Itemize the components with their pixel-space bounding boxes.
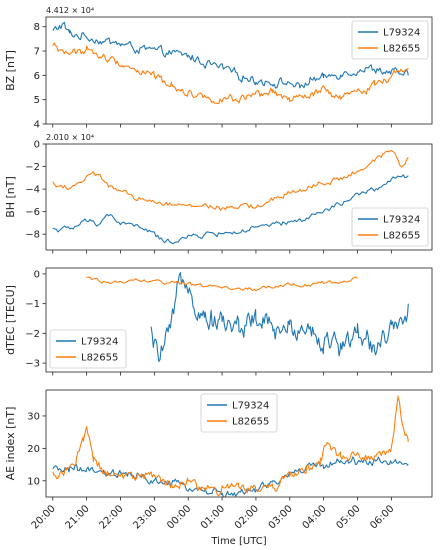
legend: L79324 L82655: [351, 207, 429, 247]
y-axis-label: BZ [nT]: [4, 50, 17, 91]
x-tick-label: 02:00: [233, 503, 261, 531]
y-tick-label: 10: [27, 476, 40, 487]
plot-frame: [45, 389, 433, 498]
legend-label-l79324: L79324: [383, 215, 420, 226]
y-tick-label: −4: [25, 185, 40, 196]
legend-label-l82655: L82655: [232, 417, 269, 428]
panel-3: −3 −2 −1 0 dTEC [TECU] L79324 L82655: [4, 267, 433, 376]
legend-box: [49, 329, 127, 369]
y-tick-label: 7: [34, 47, 40, 58]
legend-box: [200, 393, 278, 433]
axis-offset-label: 4.412 × 10⁴: [46, 6, 94, 15]
legend: L79324 L82655: [49, 329, 127, 369]
y-tick-label: −1: [25, 299, 40, 310]
x-tick-label: 01:00: [199, 503, 227, 531]
x-tick-label: 03:00: [267, 503, 295, 531]
x-tick-label: 20:00: [30, 503, 58, 531]
y-tick-label: 4: [34, 120, 40, 131]
panel-4: 10 20 30 AE index [nT] L79324 L82655 20:00 21:0…: [4, 389, 433, 547]
series-line-l79324: [52, 456, 409, 497]
series-line-l82655: [52, 42, 409, 105]
series-line-l82655: [52, 395, 409, 497]
plot-frame: [45, 143, 433, 251]
legend-label-l79324: L79324: [383, 28, 420, 39]
plot-frame: [45, 16, 433, 125]
legend-label-l82655: L82655: [383, 231, 420, 242]
legend: L79324 L82655: [351, 20, 429, 60]
series-line-l79324: [52, 21, 409, 89]
series-line-l82655: [52, 149, 409, 211]
y-tick-label: −3: [25, 359, 40, 370]
x-tick-label: 21:00: [64, 503, 92, 531]
y-tick-label: −2: [25, 329, 40, 340]
x-tick-label: 22:00: [97, 503, 125, 531]
y-tick-label: 20: [27, 444, 40, 455]
series-line-l79324: [150, 272, 409, 363]
x-tick-label: 04:00: [301, 503, 329, 531]
legend-label-l82655: L82655: [383, 44, 420, 55]
y-tick-label: 0: [34, 269, 40, 280]
y-tick-label: 6: [34, 71, 40, 82]
panel-1: 4 5 6 7 8 BZ [nT] 4.412 × 10⁴ L79324 L82655: [4, 6, 433, 131]
y-axis-label: dTEC [TECU]: [4, 285, 17, 355]
y-axis-label: BH [nT]: [4, 176, 17, 218]
y-tick-label: −8: [25, 230, 40, 241]
y-tick-label: 0: [34, 140, 40, 151]
legend-box: [351, 207, 429, 247]
panel-2: −8 −6 −4 −2 0 BH [nT] 2.010 × 10⁴ L79324 L82655: [4, 133, 433, 254]
y-tick-label: −2: [25, 162, 40, 173]
y-tick-label: 5: [34, 95, 40, 106]
x-axis-label: Time [UTC]: [210, 536, 266, 547]
legend-label-l79324: L79324: [232, 401, 269, 412]
y-tick-label: −6: [25, 207, 40, 218]
legend: L79324 L82655: [200, 393, 278, 433]
y-tick-label: 30: [27, 411, 40, 422]
x-tick-label: 23:00: [131, 503, 159, 531]
plot-frame: [45, 267, 433, 373]
y-tick-label: 8: [34, 22, 40, 33]
x-tick-label: 05:00: [334, 503, 362, 531]
axis-offset-label: 2.010 × 10⁴: [46, 133, 94, 142]
legend-label-l82655: L82655: [81, 353, 118, 364]
x-tick-label: 00:00: [165, 503, 193, 531]
series-line-l82655: [86, 276, 358, 292]
legend-box: [351, 20, 429, 60]
series-line-l79324: [52, 174, 409, 245]
y-axis-label: AE index [nT]: [4, 407, 17, 481]
legend-label-l79324: L79324: [81, 337, 118, 348]
x-tick-label: 06:00: [368, 503, 396, 531]
